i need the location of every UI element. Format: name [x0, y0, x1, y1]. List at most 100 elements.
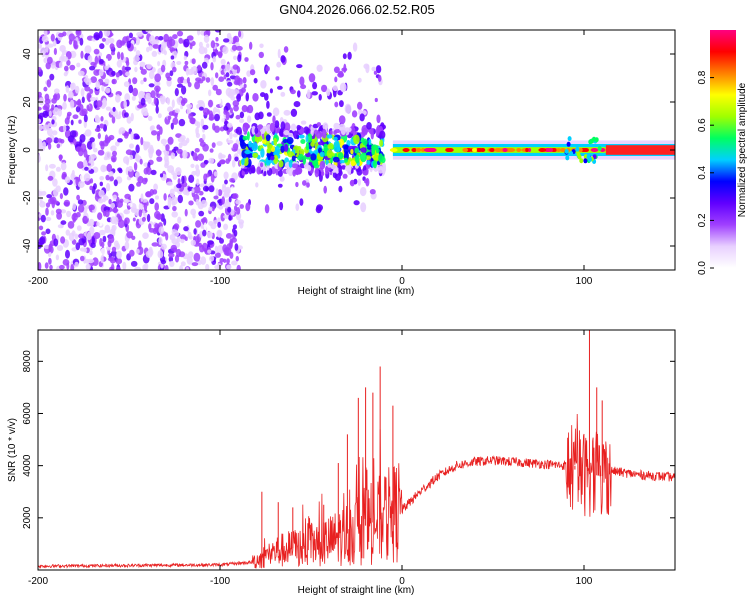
noise-speckle	[131, 95, 136, 101]
onset-speckle	[260, 162, 264, 168]
noise-speckle	[53, 88, 60, 94]
noise-speckle	[59, 45, 66, 52]
noise-speckle	[93, 147, 98, 153]
noise-speckle	[45, 207, 49, 216]
noise-speckle	[168, 111, 175, 116]
noise-speckle	[53, 137, 59, 144]
noise-speckle	[69, 64, 76, 71]
noise-speckle	[156, 81, 161, 86]
noise-speckle	[218, 204, 224, 210]
noise-speckle	[230, 107, 233, 114]
noise-speckle	[45, 216, 52, 222]
snr-x-tick-label: -100	[210, 576, 230, 587]
noise-speckle	[115, 242, 121, 250]
noise-speckle	[140, 137, 144, 146]
noise-speckle	[104, 64, 109, 71]
noise-speckle	[156, 156, 163, 162]
onset-speckle	[343, 144, 349, 155]
noise-speckle	[173, 231, 180, 237]
colorbar-ticks: 0.0 0.2 0.4 0.6 0.8	[697, 70, 714, 275]
noise-speckle	[77, 70, 85, 77]
noise-speckle	[97, 198, 104, 204]
noise-speckle	[104, 37, 110, 46]
noise-speckle	[80, 143, 87, 153]
onset-speckle	[332, 156, 340, 163]
noise-speckle	[193, 252, 201, 262]
noise-speckle	[219, 238, 224, 244]
noise-speckle	[155, 87, 159, 97]
noise-speckle	[214, 65, 221, 72]
noise-speckle	[203, 34, 210, 43]
noise-speckle	[99, 181, 104, 187]
signal-peak	[525, 148, 529, 152]
noise-speckle	[118, 111, 122, 116]
noise-speckle	[217, 221, 222, 228]
noise-speckle	[214, 125, 220, 133]
colorbar: 0.0 0.2 0.4 0.6 0.8 Normalized spectral ampl…	[697, 30, 748, 275]
noise-speckle	[156, 213, 162, 220]
onset-speckle	[311, 91, 319, 96]
noise-speckle	[155, 149, 162, 157]
onset-speckle	[339, 100, 344, 108]
onset-speckle	[258, 51, 264, 59]
onset-speckle	[352, 42, 358, 52]
noise-speckle	[223, 171, 229, 180]
noise-speckle	[194, 148, 200, 153]
noise-speckle	[160, 44, 166, 54]
noise-speckle	[53, 47, 58, 56]
noise-speckle	[116, 250, 122, 259]
noise-speckle	[106, 182, 111, 192]
onset-speckle	[305, 134, 309, 143]
noise-speckle	[171, 99, 175, 108]
noise-speckle	[156, 132, 161, 142]
noise-speckle	[190, 239, 196, 246]
onset-speckle	[344, 157, 348, 163]
noise-speckle	[124, 93, 131, 102]
noise-speckle	[135, 50, 141, 57]
noise-speckle	[75, 106, 81, 113]
onset-speckle	[249, 41, 253, 50]
noise-speckle	[48, 257, 52, 265]
spectrogram-y-tick-label: -20	[22, 190, 33, 205]
onset-speckle	[327, 163, 332, 168]
noise-speckle	[196, 178, 200, 186]
noise-speckle	[44, 262, 49, 269]
spectrogram-x-tick-label: 100	[576, 276, 593, 287]
noise-speckle	[215, 37, 219, 42]
noise-speckle	[227, 81, 233, 87]
noise-speckle	[229, 132, 233, 140]
noise-speckle	[224, 188, 230, 196]
onset-speckle	[297, 156, 304, 161]
noise-speckle	[232, 89, 240, 95]
noise-speckle	[154, 202, 159, 211]
onset-speckle	[317, 141, 325, 146]
onset-speckle	[288, 159, 293, 168]
disturbance-speckle	[567, 136, 572, 142]
noise-speckle	[123, 81, 130, 88]
noise-speckle	[207, 249, 212, 254]
noise-speckle	[63, 199, 71, 207]
noise-speckle	[48, 110, 52, 117]
noise-speckle	[129, 143, 134, 149]
noise-speckle	[53, 188, 59, 197]
noise-speckle	[235, 114, 241, 120]
noise-speckle	[190, 124, 197, 130]
noise-speckle	[89, 137, 95, 143]
noise-speckle	[177, 216, 182, 224]
onset-speckle	[344, 165, 352, 172]
onset-speckle	[366, 122, 372, 130]
onset-speckle	[366, 160, 371, 165]
noise-speckle	[74, 261, 79, 268]
onset-speckle	[341, 165, 346, 170]
noise-speckle	[70, 119, 74, 126]
noise-speckle	[181, 139, 188, 147]
noise-speckle	[112, 106, 116, 112]
onset-speckle	[264, 204, 270, 214]
noise-speckle	[40, 214, 46, 223]
onset-speckle	[277, 48, 281, 59]
noise-speckle	[212, 56, 217, 63]
noise-speckle	[68, 91, 74, 99]
noise-speckle	[210, 77, 215, 86]
noise-speckle	[78, 119, 82, 124]
noise-speckle	[60, 162, 67, 171]
